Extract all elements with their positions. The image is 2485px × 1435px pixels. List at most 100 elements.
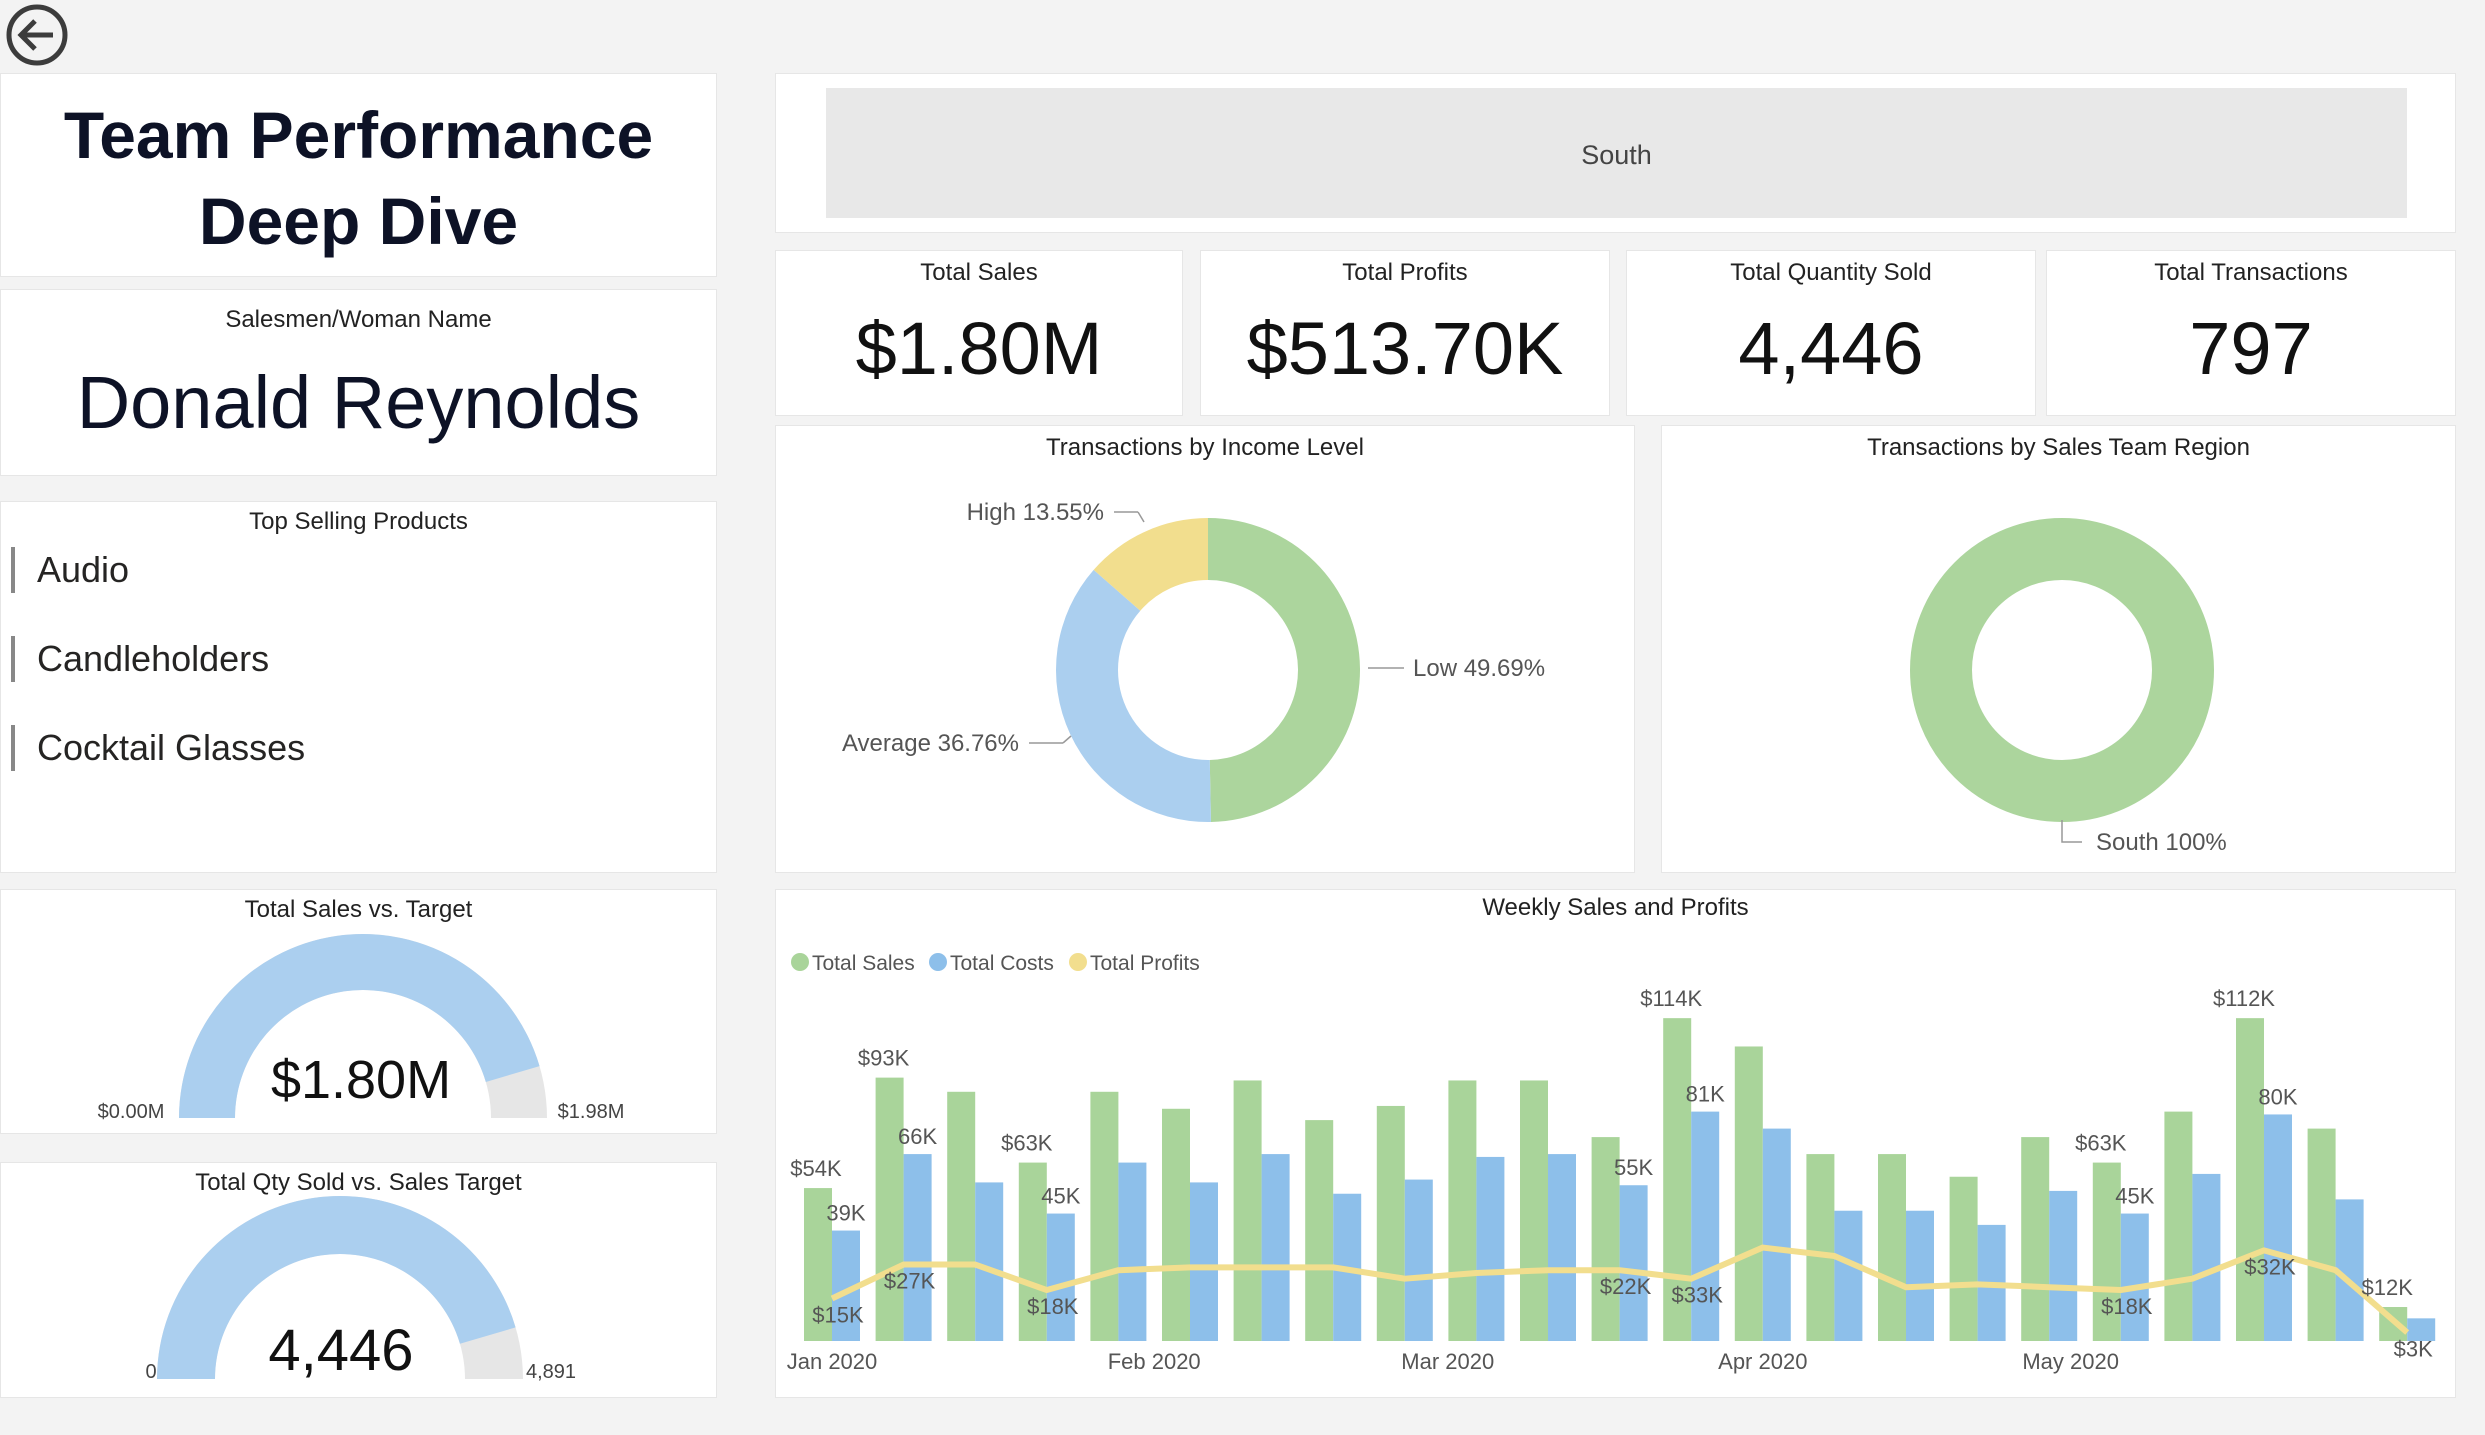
gauge-fill xyxy=(179,934,540,1118)
product-item[interactable]: Candleholders xyxy=(11,636,269,682)
data-label: $27K xyxy=(884,1269,936,1294)
bar-total-costs[interactable] xyxy=(2120,1213,2149,1341)
kpi-value: $1.80M xyxy=(855,307,1103,390)
legend-label-sales: Total Sales xyxy=(812,952,915,975)
bar-total-sales[interactable] xyxy=(2236,1018,2264,1341)
data-label: $114K xyxy=(1640,986,1702,1011)
bar-total-sales[interactable] xyxy=(1734,1046,1763,1341)
data-label: $15K xyxy=(812,1303,864,1328)
salesperson-label: Salesmen/Woman Name xyxy=(225,306,492,333)
donut-slice[interactable] xyxy=(1056,569,1211,822)
gauge-min-label: $0.00M xyxy=(98,1101,165,1123)
chart-legend: Total Sales Total Costs Total Profits xyxy=(791,952,1200,975)
region-donut-card: Transactions by Sales Team Region South … xyxy=(1661,425,2456,873)
slice-label: Average 36.76% xyxy=(842,730,1019,757)
bar-total-sales[interactable] xyxy=(1949,1176,1978,1341)
salesperson-name: Donald Reynolds xyxy=(76,361,641,444)
data-label: $32K xyxy=(2244,1254,2296,1279)
gauge-fill xyxy=(157,1195,516,1379)
bar-total-costs[interactable] xyxy=(2335,1199,2364,1341)
page-title-line2: Deep Dive xyxy=(198,184,519,258)
donut-slice[interactable] xyxy=(1208,518,1360,822)
donut-slice[interactable] xyxy=(1910,518,2214,822)
line-total-profits[interactable] xyxy=(830,1244,2410,1335)
bar-total-costs[interactable] xyxy=(1190,1182,1218,1341)
kpi-label: Total Quantity Sold xyxy=(1730,259,1932,286)
bar-total-sales[interactable] xyxy=(2164,1111,2193,1341)
data-label: $63K xyxy=(1001,1131,1053,1156)
bar-total-costs[interactable] xyxy=(1404,1179,1433,1341)
bar-total-sales[interactable] xyxy=(2021,1137,2050,1341)
bar-total-costs[interactable] xyxy=(1906,1210,1934,1341)
bar-total-sales[interactable] xyxy=(1090,1091,1119,1341)
data-label: $3K xyxy=(2394,1337,2433,1362)
bar-total-costs[interactable] xyxy=(1046,1213,1075,1341)
bar-total-sales[interactable] xyxy=(1591,1137,1620,1341)
kpi-label: Total Profits xyxy=(1342,259,1468,286)
bar-total-costs[interactable] xyxy=(975,1182,1004,1341)
bar-total-sales[interactable] xyxy=(947,1091,976,1341)
weekly-chart-card: Weekly Sales and Profits Total Sales Tot… xyxy=(775,889,2456,1398)
bar-total-costs[interactable] xyxy=(1834,1210,1863,1341)
bar-total-costs[interactable] xyxy=(1762,1128,1791,1341)
back-arrow-icon[interactable] xyxy=(5,3,69,67)
salesperson-card: Salesmen/Woman Name Donald Reynolds xyxy=(0,289,717,476)
bar-total-costs[interactable] xyxy=(2407,1318,2436,1341)
bar-total-sales[interactable] xyxy=(1806,1154,1835,1341)
product-item[interactable]: Cocktail Glasses xyxy=(11,725,305,771)
qty-gauge: 4,446 0 4,891 xyxy=(145,1195,576,1383)
weekly-chart-title: Weekly Sales and Profits xyxy=(1482,894,1749,921)
legend-marker-sales xyxy=(791,953,809,971)
bar-total-sales[interactable] xyxy=(1520,1080,1548,1341)
bar-total-costs[interactable] xyxy=(1619,1185,1648,1341)
bar-total-sales[interactable] xyxy=(1305,1120,1334,1341)
data-label: $18K xyxy=(2101,1294,2153,1319)
income-donut-card: Transactions by Income Level Low 49.69% … xyxy=(775,425,1635,873)
gauge-min-label: 0 xyxy=(145,1361,156,1383)
top-products-card: Top Selling Products Audio Candleholders… xyxy=(0,501,717,873)
bar-total-sales[interactable] xyxy=(1878,1154,1906,1341)
page-title-card: Team Performance Deep Dive xyxy=(0,73,717,277)
kpi-card-total-quantity: Total Quantity Sold 4,446 xyxy=(1626,250,2036,416)
bar-total-sales[interactable] xyxy=(1663,1018,1692,1341)
bar-total-costs[interactable] xyxy=(903,1154,932,1341)
region-donut-title: Transactions by Sales Team Region xyxy=(1867,434,2250,461)
bar-total-sales[interactable] xyxy=(2307,1128,2336,1341)
slice-label: High 13.55% xyxy=(967,499,1104,526)
bar-total-costs[interactable] xyxy=(2192,1173,2221,1341)
bar-total-sales[interactable] xyxy=(1233,1080,1262,1341)
gauge-max-label: $1.98M xyxy=(558,1101,625,1123)
data-label: $93K xyxy=(858,1046,910,1071)
product-item[interactable]: Audio xyxy=(11,547,129,593)
bar-total-costs[interactable] xyxy=(1118,1162,1147,1341)
slice-label: Low 49.69% xyxy=(1413,655,1545,682)
income-donut-title: Transactions by Income Level xyxy=(1046,434,1364,461)
bar-total-sales[interactable] xyxy=(804,1188,832,1341)
bar-total-sales[interactable] xyxy=(1448,1080,1477,1341)
kpi-card-total-sales: Total Sales $1.80M xyxy=(775,250,1183,416)
weekly-sales-chart: Total Sales Total Costs Total Profits $5… xyxy=(787,952,2436,1374)
bar-total-sales[interactable] xyxy=(1162,1108,1190,1341)
label-leader xyxy=(1137,511,1145,523)
data-label: 39K xyxy=(826,1201,865,1226)
data-label: 45K xyxy=(1041,1184,1080,1209)
income-donut-chart: Low 49.69% Average 36.76% High 13.55% xyxy=(842,499,1545,822)
sales-gauge: $1.80M $0.00M $1.98M xyxy=(98,934,625,1123)
bar-total-costs[interactable] xyxy=(1548,1154,1576,1341)
donut-slice[interactable] xyxy=(1093,518,1208,611)
top-products-title: Top Selling Products xyxy=(249,508,468,535)
bar-total-costs[interactable] xyxy=(1691,1111,1720,1341)
x-tick-label: Apr 2020 xyxy=(1718,1349,1807,1374)
bar-total-sales[interactable] xyxy=(1376,1105,1405,1341)
bar-total-sales[interactable] xyxy=(875,1077,904,1341)
legend-marker-profits xyxy=(1069,953,1087,971)
bar-total-costs[interactable] xyxy=(1261,1154,1290,1341)
bar-total-costs[interactable] xyxy=(2049,1190,2078,1341)
bar-total-costs[interactable] xyxy=(2264,1114,2292,1341)
gauge-max-label: 4,891 xyxy=(526,1361,576,1383)
bar-total-costs[interactable] xyxy=(1476,1156,1505,1341)
region-slicer[interactable]: South xyxy=(826,88,2407,218)
bar-total-sales[interactable] xyxy=(1018,1162,1047,1341)
bar-total-sales[interactable] xyxy=(2092,1162,2121,1341)
x-tick-label: Jan 2020 xyxy=(787,1349,878,1374)
